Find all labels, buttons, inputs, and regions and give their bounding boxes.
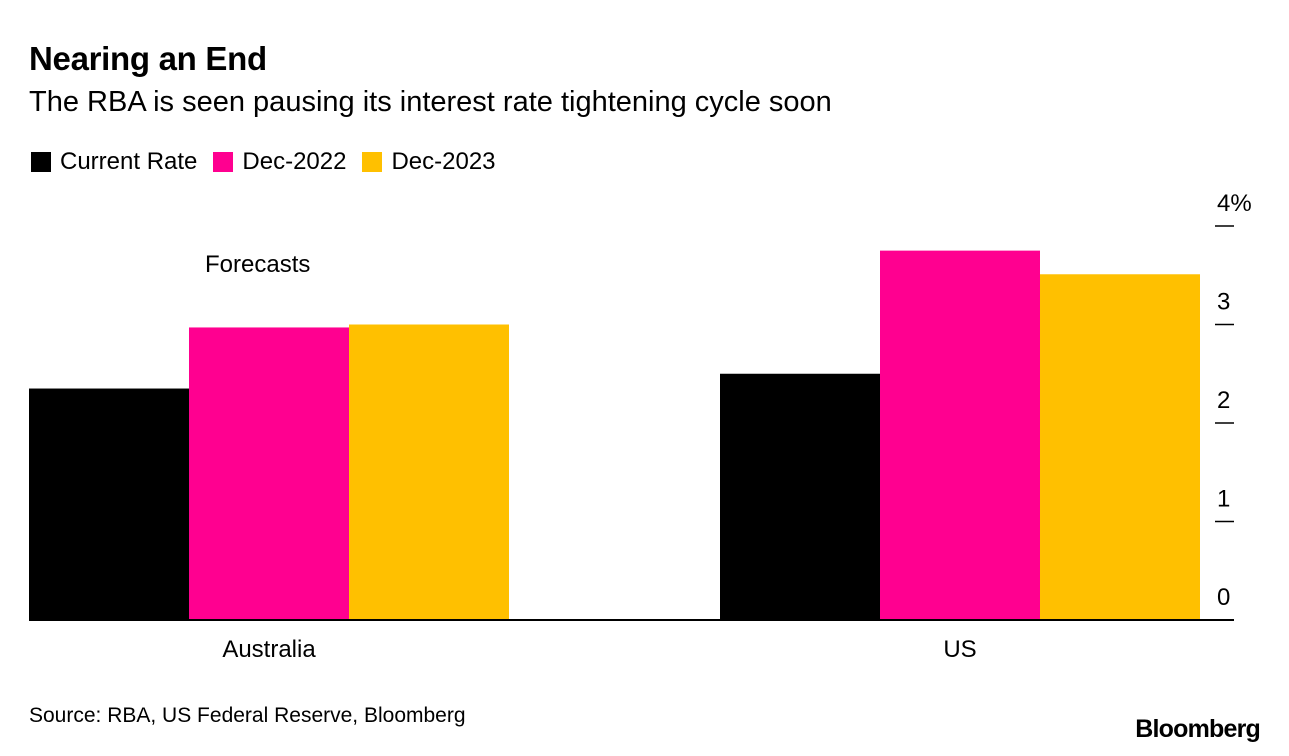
y-tick-label-2: 2 (1217, 387, 1230, 414)
legend-item-dec-2022: Dec-2022 (213, 148, 346, 176)
y-tick-label-4: 4% (1217, 190, 1252, 217)
chart-subtitle: The RBA is seen pausing its interest rat… (29, 86, 832, 118)
legend-label-dec-2022: Dec-2022 (242, 148, 347, 175)
bar-us-current-rate (720, 373, 880, 620)
x-tick-label-us: US (943, 636, 976, 663)
bar-australia-current-rate (29, 388, 189, 620)
bar-australia-dec-2022 (189, 327, 349, 620)
legend-item-dec-2023: Dec-2023 (362, 148, 496, 176)
bar-australia-dec-2023 (349, 324, 509, 620)
legend-swatch-dec-2022 (213, 152, 234, 172)
source-note: Source: RBA, US Federal Reserve, Bloombe… (29, 704, 466, 727)
y-tick-label-0: 0 (1217, 584, 1230, 611)
forecasts-annotation: Forecasts (205, 251, 310, 278)
legend-label-current-rate: Current Rate (60, 148, 198, 175)
legend-swatch-current-rate (31, 152, 51, 172)
bar-us-dec-2023 (1040, 274, 1200, 620)
legend-swatch-dec-2023 (362, 152, 383, 172)
legend: Current Rate Dec-2022 Dec-2023 (31, 148, 512, 176)
bar-us-dec-2022 (880, 250, 1040, 620)
y-tick-label-1: 1 (1217, 486, 1230, 513)
bloomberg-logo: Bloomberg (1135, 715, 1261, 743)
legend-label-dec-2023: Dec-2023 (391, 148, 496, 175)
x-tick-label-australia: Australia (222, 636, 316, 663)
y-tick-label-3: 3 (1217, 289, 1230, 316)
chart-title: Nearing an End (29, 40, 267, 77)
legend-item-current-rate: Current Rate (31, 148, 197, 176)
